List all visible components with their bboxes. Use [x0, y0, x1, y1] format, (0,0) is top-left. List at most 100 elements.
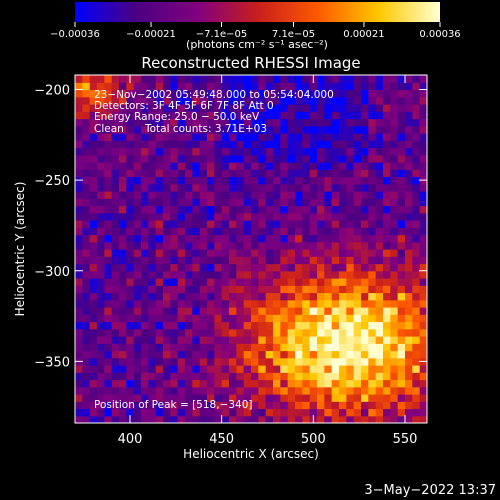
- heatmap-cell: [390, 205, 399, 214]
- heatmap-cell: [75, 285, 83, 294]
- heatmap-cell: [317, 307, 325, 315]
- heatmap-cell: [273, 241, 281, 250]
- heatmap-cell: [89, 220, 98, 228]
- heatmap-cell: [97, 314, 105, 323]
- heatmap-cell: [280, 212, 289, 221]
- heatmap-cell: [214, 212, 223, 221]
- heatmap-cell: [324, 357, 333, 366]
- heatmap-cell: [412, 205, 421, 214]
- heatmap-cell: [397, 321, 406, 330]
- heatmap-cell: [163, 212, 171, 221]
- heatmap-cell: [207, 125, 215, 134]
- heatmap-cell: [302, 321, 311, 330]
- heatmap-cell: [280, 408, 289, 417]
- heatmap-cell: [280, 96, 289, 105]
- heatmap-cell: [221, 125, 230, 134]
- heatmap-cell: [405, 162, 413, 170]
- heatmap-cell: [302, 118, 311, 127]
- heatmap-cell: [383, 104, 391, 112]
- heatmap-cell: [155, 249, 164, 257]
- heatmap-cell: [353, 256, 362, 265]
- heatmap-cell: [126, 249, 135, 257]
- heatmap-cell: [221, 350, 230, 359]
- heatmap-cell: [309, 220, 318, 228]
- heatmap-cell: [419, 379, 427, 388]
- heatmap-cell: [287, 147, 296, 156]
- heatmap-cell: [346, 307, 355, 315]
- heatmap-cell: [111, 169, 120, 178]
- heatmap-cell: [375, 111, 384, 120]
- heatmap-cell: [119, 372, 127, 381]
- heatmap-cell: [390, 314, 399, 323]
- heatmap-cell: [324, 234, 333, 243]
- heatmap-cell: [199, 386, 208, 395]
- heatmap-cell: [119, 111, 127, 120]
- heatmap-cell: [397, 357, 406, 366]
- heatmap-cell: [405, 212, 413, 221]
- heatmap-cell: [170, 212, 179, 221]
- heatmap-cell: [273, 212, 281, 221]
- heatmap-cell: [170, 147, 179, 156]
- heatmap-cell: [258, 401, 267, 410]
- heatmap-cell: [273, 75, 281, 83]
- heatmap-cell: [170, 408, 179, 417]
- heatmap-cell: [390, 270, 399, 279]
- heatmap-cell: [353, 357, 362, 366]
- heatmap-cell: [339, 82, 347, 91]
- heatmap-cell: [126, 386, 135, 395]
- heatmap-cell: [412, 299, 421, 308]
- heatmap-cell: [390, 401, 399, 410]
- heatmap-cell: [82, 191, 91, 199]
- heatmap-cell: [302, 104, 311, 112]
- heatmap-cell: [419, 154, 427, 163]
- heatmap-cell: [243, 154, 252, 163]
- heatmap-cell: [390, 147, 399, 156]
- heatmap-cell: [141, 365, 149, 373]
- heatmap-cell: [75, 263, 83, 272]
- heatmap-cell: [265, 350, 274, 359]
- heatmap-cell: [309, 183, 318, 192]
- heatmap-cell: [243, 140, 252, 149]
- heatmap-cell: [97, 256, 105, 265]
- heatmap-cell: [126, 263, 135, 272]
- heatmap-cell: [331, 401, 340, 410]
- heatmap-cell: [339, 278, 347, 286]
- heatmap-cell: [317, 82, 325, 91]
- heatmap-cell: [119, 89, 127, 98]
- heatmap-cell: [419, 241, 427, 250]
- heatmap-cell: [229, 183, 237, 192]
- heatmap-cell: [287, 365, 296, 373]
- heatmap-cell: [133, 285, 142, 294]
- heatmap-cell: [405, 183, 413, 192]
- heatmap-cell: [309, 299, 318, 308]
- heatmap-cell: [221, 379, 230, 388]
- heatmap-cell: [258, 285, 267, 294]
- heatmap-cell: [390, 198, 399, 207]
- heatmap-cell: [331, 241, 340, 250]
- heatmap-cell: [287, 379, 296, 388]
- plot-frame: [74, 74, 428, 424]
- heatmap-cell: [185, 198, 193, 207]
- heatmap-cell: [397, 256, 406, 265]
- heatmap-cell: [331, 372, 340, 381]
- heatmap-cell: [155, 241, 164, 250]
- heatmap-cell: [126, 82, 135, 91]
- heatmap-cell: [75, 227, 83, 236]
- heatmap-cell: [251, 263, 259, 272]
- heatmap-cell: [236, 379, 245, 388]
- heatmap-cell: [419, 205, 427, 214]
- heatmap-cell: [148, 133, 157, 141]
- heatmap-cell: [89, 336, 98, 344]
- heatmap-cell: [89, 140, 98, 149]
- heatmap-cell: [104, 227, 113, 236]
- heatmap-cell: [390, 183, 399, 192]
- heatmap-cell: [309, 82, 318, 91]
- heatmap-cell: [390, 263, 399, 272]
- heatmap-cell: [104, 104, 113, 112]
- heatmap-cell: [236, 394, 245, 402]
- heatmap-cell: [141, 176, 149, 185]
- heatmap-cell: [339, 336, 347, 344]
- heatmap-cell: [368, 154, 377, 163]
- heatmap-cell: [177, 82, 186, 91]
- heatmap-cell: [368, 285, 377, 294]
